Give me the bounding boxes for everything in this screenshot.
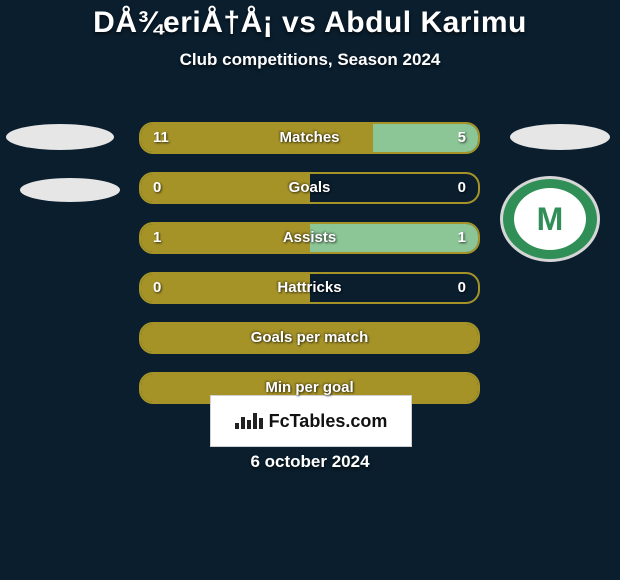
- stat-label: Goals per match: [141, 324, 478, 352]
- stat-row: Goals per match: [139, 322, 480, 354]
- team-left-crest-2: [20, 178, 120, 202]
- stat-value-left: 0: [153, 274, 161, 302]
- stat-value-right: 5: [458, 124, 466, 152]
- stat-row: Matches11 5: [139, 122, 480, 154]
- page-date: 6 october 2024: [0, 452, 620, 472]
- stat-value-right: 1: [458, 224, 466, 252]
- stat-row: Assists1 1: [139, 222, 480, 254]
- stat-row: Hattricks0 0: [139, 272, 480, 304]
- stat-row: Goals0 0: [139, 172, 480, 204]
- page-title: DÅ¾eriÅ†Å¡ vs Abdul Karimu: [0, 0, 620, 40]
- branding-bars-icon: [235, 413, 263, 429]
- team-right-crest-1: [510, 124, 610, 150]
- stat-label: Matches: [141, 124, 478, 152]
- team-left-crest-1: [6, 124, 114, 150]
- branding-badge: FcTables.com: [210, 395, 412, 447]
- stat-value-left: 0: [153, 174, 161, 202]
- stat-value-left: 11: [153, 124, 169, 152]
- stat-label: Hattricks: [141, 274, 478, 302]
- stat-row: Min per goal: [139, 372, 480, 404]
- stat-value-left: 1: [153, 224, 161, 252]
- stat-label: Goals: [141, 174, 478, 202]
- stat-value-right: 0: [458, 174, 466, 202]
- stat-rows: Matches115Goals00Assists11Hattricks00Goa…: [139, 122, 480, 422]
- stat-value-right: 0: [458, 274, 466, 302]
- stat-label: Min per goal: [141, 374, 478, 402]
- team-right-badge-letter: M: [500, 176, 600, 262]
- stat-label: Assists: [141, 224, 478, 252]
- branding-text: FcTables.com: [269, 411, 388, 432]
- page-subtitle: Club competitions, Season 2024: [0, 50, 620, 70]
- team-right-badge: M: [500, 176, 600, 262]
